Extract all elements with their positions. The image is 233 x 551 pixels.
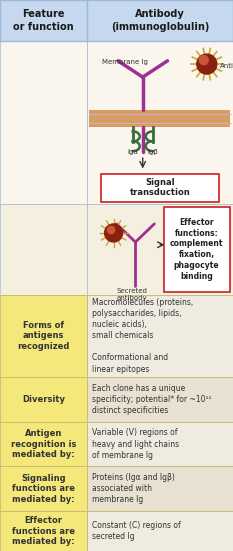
FancyBboxPatch shape — [87, 422, 233, 467]
Text: Effector
functions are
mediated by:: Effector functions are mediated by: — [12, 516, 75, 547]
Text: Antibody
(immunoglobulin): Antibody (immunoglobulin) — [111, 9, 209, 32]
Text: Diversity: Diversity — [22, 395, 65, 404]
Circle shape — [105, 224, 123, 242]
Text: Signaling
functions are
mediated by:: Signaling functions are mediated by: — [12, 474, 75, 504]
Text: Effector
functions:
complement
fixation,
phagocyte
binding: Effector functions: complement fixation,… — [170, 218, 223, 280]
Text: Proteins (Igα and Igβ)
associated with
membrane Ig: Proteins (Igα and Igβ) associated with m… — [92, 473, 175, 505]
FancyBboxPatch shape — [89, 110, 230, 127]
Text: Antigen
recognition is
mediated by:: Antigen recognition is mediated by: — [11, 429, 76, 460]
FancyBboxPatch shape — [0, 467, 87, 511]
FancyBboxPatch shape — [0, 0, 87, 41]
Text: Secreted
antibody: Secreted antibody — [117, 288, 148, 301]
FancyBboxPatch shape — [101, 174, 219, 202]
Text: Macromolecules (proteins,
polysaccharides, lipids,
nucleic acids),
small chemica: Macromolecules (proteins, polysaccharide… — [92, 298, 194, 374]
FancyBboxPatch shape — [87, 511, 233, 551]
Circle shape — [199, 56, 208, 64]
FancyBboxPatch shape — [87, 467, 233, 511]
FancyBboxPatch shape — [0, 422, 87, 467]
Circle shape — [197, 54, 217, 74]
Text: Forms of
antigens
recognized: Forms of antigens recognized — [17, 321, 70, 351]
FancyBboxPatch shape — [0, 41, 87, 204]
FancyBboxPatch shape — [87, 41, 233, 204]
Circle shape — [107, 226, 115, 234]
Text: Igβ: Igβ — [147, 149, 158, 155]
FancyBboxPatch shape — [164, 207, 230, 292]
Text: Each clone has a unique
specificity; potential* for ~10¹¹
distinct specificities: Each clone has a unique specificity; pot… — [92, 383, 212, 415]
FancyBboxPatch shape — [0, 295, 87, 377]
Text: Igα: Igα — [127, 149, 138, 155]
FancyBboxPatch shape — [87, 204, 233, 295]
Text: Feature
or function: Feature or function — [13, 9, 74, 32]
Text: Antigen: Antigen — [220, 63, 233, 69]
FancyBboxPatch shape — [0, 377, 87, 422]
FancyBboxPatch shape — [0, 204, 87, 295]
Text: Variable (V) regions of
heavy and light chains
of membrane Ig: Variable (V) regions of heavy and light … — [92, 429, 179, 460]
FancyBboxPatch shape — [87, 0, 233, 41]
Text: Membrane Ig: Membrane Ig — [102, 60, 148, 66]
FancyBboxPatch shape — [87, 295, 233, 377]
Text: Signal
transduction: Signal transduction — [130, 178, 191, 197]
Text: Constant (C) regions of
secreted Ig: Constant (C) regions of secreted Ig — [92, 521, 181, 541]
FancyBboxPatch shape — [0, 511, 87, 551]
FancyBboxPatch shape — [87, 377, 233, 422]
